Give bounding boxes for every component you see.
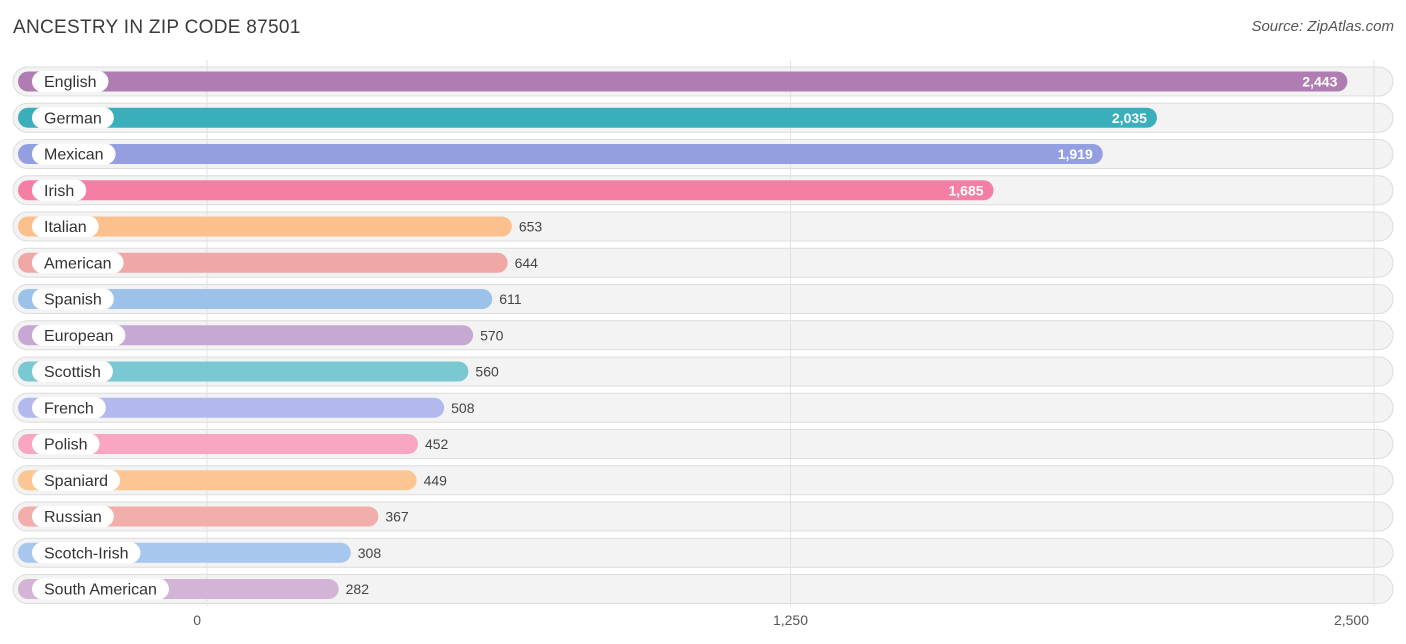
category-pill [32,433,100,455]
bar[interactable] [18,107,1157,128]
bar[interactable] [18,180,994,201]
tick-label: 1,250 [773,612,808,628]
category-label: South American [44,582,157,599]
chart-title: ANCESTRY IN ZIP CODE 87501 [13,17,301,38]
value-label: 611 [499,291,522,307]
category-pill [32,143,116,165]
value-label: 367 [385,509,409,525]
category-label: Russian [44,509,102,526]
category-label: Polish [44,437,88,454]
value-label: 452 [425,436,449,452]
row-background [12,574,1394,604]
category-label: Scotch-Irish [44,545,128,562]
category-label: Scottish [44,364,101,381]
value-label: 1,919 [1058,146,1093,162]
bar[interactable] [18,361,469,382]
category-label: English [44,74,96,91]
category-label: Spanish [44,292,102,309]
category-pill [32,361,113,382]
bar[interactable] [18,397,445,418]
category-pill [32,107,114,129]
category-pill [32,469,121,491]
value-label: 2,443 [1302,74,1337,90]
category-pill [32,324,126,346]
category-label: French [44,400,94,417]
bar[interactable] [18,71,1348,92]
value-label: 2,035 [1112,110,1147,126]
category-label: Mexican [44,147,104,164]
source-label: Source: ZipAtlas.com [1251,18,1394,35]
category-label: European [44,328,113,345]
category-pill [32,542,141,564]
bar[interactable] [18,325,474,346]
value-label: 508 [451,400,475,416]
category-pill [32,252,124,274]
bar[interactable] [18,144,1103,164]
bar[interactable] [18,252,508,273]
bar[interactable] [18,216,512,237]
category-pill [32,288,114,310]
category-pill [32,179,87,201]
value-label: 308 [358,545,382,561]
value-label: 282 [346,581,370,597]
tick-label: 2,500 [1334,612,1369,628]
category-label: American [44,255,112,272]
tick-label: 0 [193,612,201,628]
category-label: Spaniard [44,473,108,490]
category-label: Irish [44,183,74,200]
category-pill [32,216,99,237]
bar[interactable] [18,434,418,454]
category-label: Italian [44,219,87,236]
value-label: 1,685 [949,182,984,198]
value-label: 644 [515,255,539,271]
category-label: German [44,110,102,127]
value-label: 653 [519,219,543,235]
category-pill [32,506,114,527]
value-label: 560 [475,364,499,380]
category-pill [32,397,106,419]
category-pill [32,71,109,92]
bar[interactable] [18,289,493,309]
value-label: 570 [480,327,504,343]
value-label: 449 [424,472,448,488]
row-background [12,537,1394,568]
category-pill [32,578,169,600]
